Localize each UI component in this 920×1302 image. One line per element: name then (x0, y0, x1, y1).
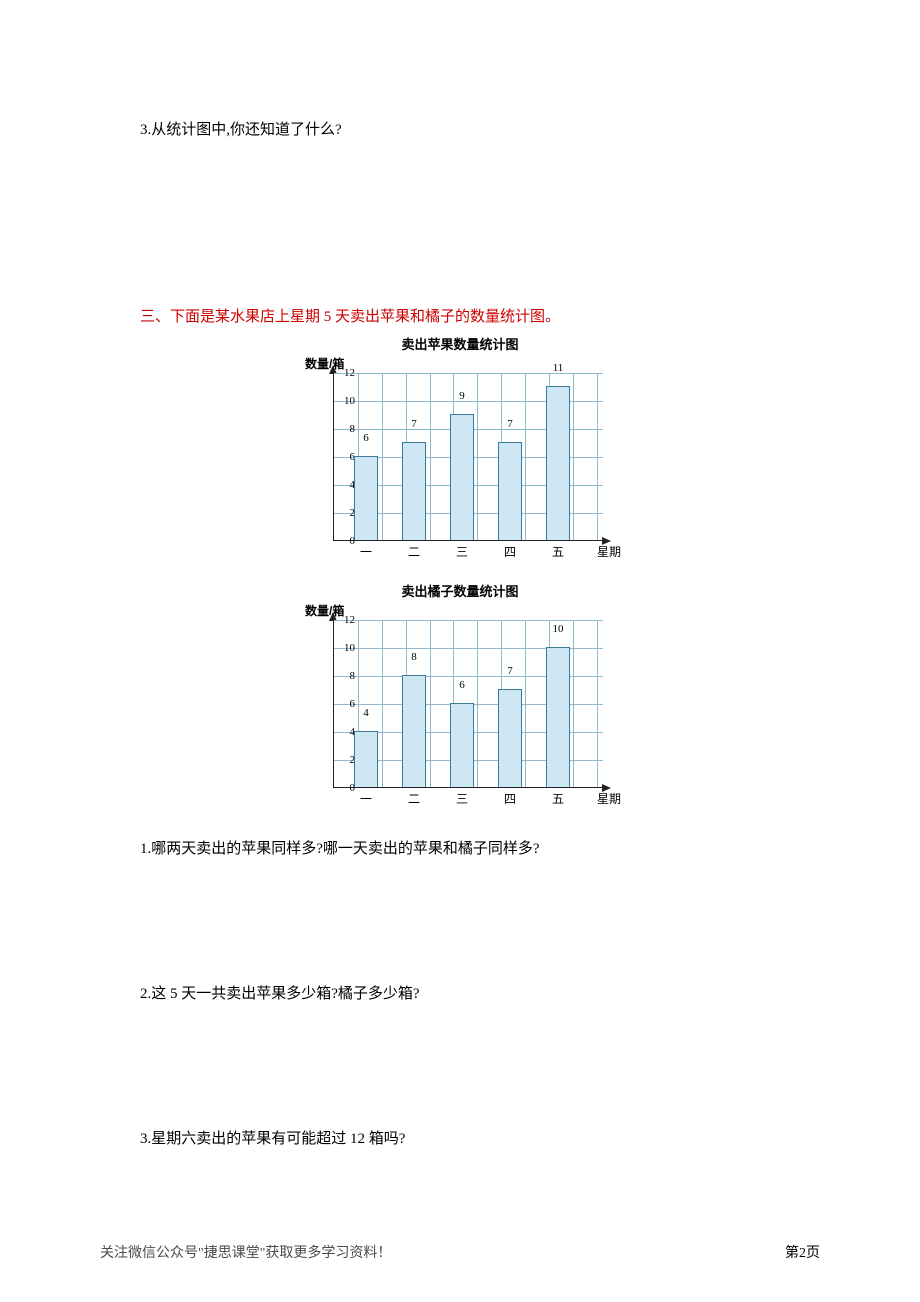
x-tick-label: 三 (450, 790, 474, 807)
x-tick-label: 一 (354, 790, 378, 807)
bar-value-label: 6 (450, 679, 474, 691)
y-tick-label: 10 (344, 395, 355, 407)
chart-bar (450, 414, 474, 540)
y-tick-label: 8 (350, 670, 356, 682)
apple-chart-title: 卖出苹果数量统计图 (305, 334, 615, 353)
bar-value-label: 4 (354, 707, 378, 719)
x-tick-label: 二 (402, 543, 426, 560)
gridline-v (525, 373, 526, 540)
bar-value-label: 8 (402, 651, 426, 663)
x-tick-label: 二 (402, 790, 426, 807)
bar-value-label: 10 (546, 623, 570, 635)
x-tick-label: 四 (498, 543, 522, 560)
gridline-v (430, 620, 431, 787)
gridline-v (597, 373, 598, 540)
apple-plot-area: 星期 0246810126一7二9三7四11五 (333, 373, 603, 541)
question-3-top: 3.从统计图中,你还知道了什么? (140, 115, 780, 145)
x-tick-label: 四 (498, 790, 522, 807)
x-tick-label: 五 (546, 543, 570, 560)
bar-value-label: 7 (498, 665, 522, 677)
chart-bar (498, 689, 522, 787)
gridline-v (477, 620, 478, 787)
gridline-v (525, 620, 526, 787)
section-3-header: 三、下面是某水果店上星期 5 天卖出苹果和橘子的数量统计图。 (140, 305, 780, 326)
page-footer: 关注微信公众号"捷思课堂"获取更多学习资料！ 第2页 (100, 1242, 820, 1262)
page-number: 第2页 (785, 1242, 820, 1262)
gridline-v (382, 373, 383, 540)
gridline-v (430, 373, 431, 540)
y-tick-label: 12 (344, 614, 355, 626)
chart-bar (402, 675, 426, 787)
gridline-v (573, 620, 574, 787)
orange-chart: 卖出橘子数量统计图 数量/箱 星期 0246810124一8二6三7四10五 (305, 581, 615, 814)
bar-value-label: 7 (402, 418, 426, 430)
orange-y-axis-label: 数量/箱 (305, 602, 344, 619)
bar-value-label: 9 (450, 390, 474, 402)
chart-bar (498, 442, 522, 540)
gridline-h (334, 620, 603, 621)
chart-bar (354, 456, 378, 540)
gridline-v (597, 620, 598, 787)
question-3: 3.星期六卖出的苹果有可能超过 12 箱吗? (140, 1124, 780, 1154)
apple-y-axis-label: 数量/箱 (305, 355, 344, 372)
apple-chart: 卖出苹果数量统计图 数量/箱 星期 0246810126一7二9三7四11五 (305, 334, 615, 567)
chart-bar (450, 703, 474, 787)
question-2: 2.这 5 天一共卖出苹果多少箱?橘子多少箱? (140, 979, 780, 1009)
gridline-v (573, 373, 574, 540)
chart-bar (546, 647, 570, 787)
x-tick-label: 三 (450, 543, 474, 560)
question-1: 1.哪两天卖出的苹果同样多?哪一天卖出的苹果和橘子同样多? (140, 834, 780, 864)
footer-text: 关注微信公众号"捷思课堂"获取更多学习资料！ (100, 1242, 391, 1262)
apple-x-axis-label: 星期 (597, 543, 621, 560)
orange-x-axis-label: 星期 (597, 790, 621, 807)
bar-value-label: 6 (354, 432, 378, 444)
gridline-v (382, 620, 383, 787)
orange-plot-area: 星期 0246810124一8二6三7四10五 (333, 620, 603, 788)
bar-value-label: 7 (498, 418, 522, 430)
x-tick-label: 五 (546, 790, 570, 807)
gridline-v (477, 373, 478, 540)
y-tick-label: 10 (344, 642, 355, 654)
y-tick-label: 12 (344, 367, 355, 379)
orange-chart-title: 卖出橘子数量统计图 (305, 581, 615, 600)
chart-bar (402, 442, 426, 540)
bar-value-label: 11 (546, 362, 570, 374)
chart-bar (354, 731, 378, 787)
x-tick-label: 一 (354, 543, 378, 560)
chart-bar (546, 386, 570, 540)
